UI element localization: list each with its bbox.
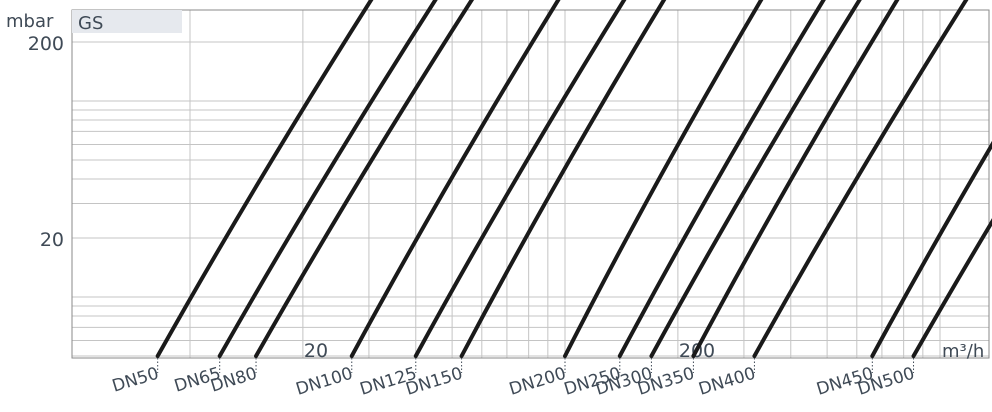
series-line-dn125 bbox=[413, 0, 627, 358]
plot-frame bbox=[71, 9, 990, 359]
series-line-dn450 bbox=[870, 140, 992, 358]
y-tick-label: 20 bbox=[40, 229, 64, 251]
series-label-dn400: DN400 bbox=[696, 364, 758, 400]
series-line-dn400 bbox=[752, 0, 969, 358]
series-line-dn50 bbox=[155, 0, 374, 358]
series-line-dn80 bbox=[254, 0, 475, 358]
series-line-dn200 bbox=[563, 0, 764, 358]
tag-box bbox=[72, 10, 182, 33]
x-tick-labels: 202002000 bbox=[304, 340, 715, 362]
x-tick-label: 20 bbox=[304, 340, 328, 362]
series-line-dn100 bbox=[349, 0, 561, 358]
x-unit-label: m³/h bbox=[942, 341, 984, 362]
tag-label: GS bbox=[78, 13, 103, 34]
series-line-dn250 bbox=[617, 0, 826, 358]
y-tick-labels: 20 200 bbox=[28, 33, 64, 251]
series-line-dn150 bbox=[459, 0, 667, 358]
series-label-dn200: DN200 bbox=[507, 364, 569, 400]
grid bbox=[72, 10, 989, 358]
series-line-dn500 bbox=[911, 218, 992, 358]
series-line-dn300 bbox=[649, 0, 862, 358]
y-unit-label: mbar bbox=[6, 11, 54, 32]
y-tick-label: 200 bbox=[28, 33, 64, 55]
series-lines bbox=[155, 0, 992, 358]
series-label-dn100: DN100 bbox=[294, 364, 356, 400]
series-label-dn50: DN50 bbox=[110, 364, 161, 397]
series-line-dn350 bbox=[691, 0, 900, 358]
series-line-dn65 bbox=[217, 0, 438, 358]
